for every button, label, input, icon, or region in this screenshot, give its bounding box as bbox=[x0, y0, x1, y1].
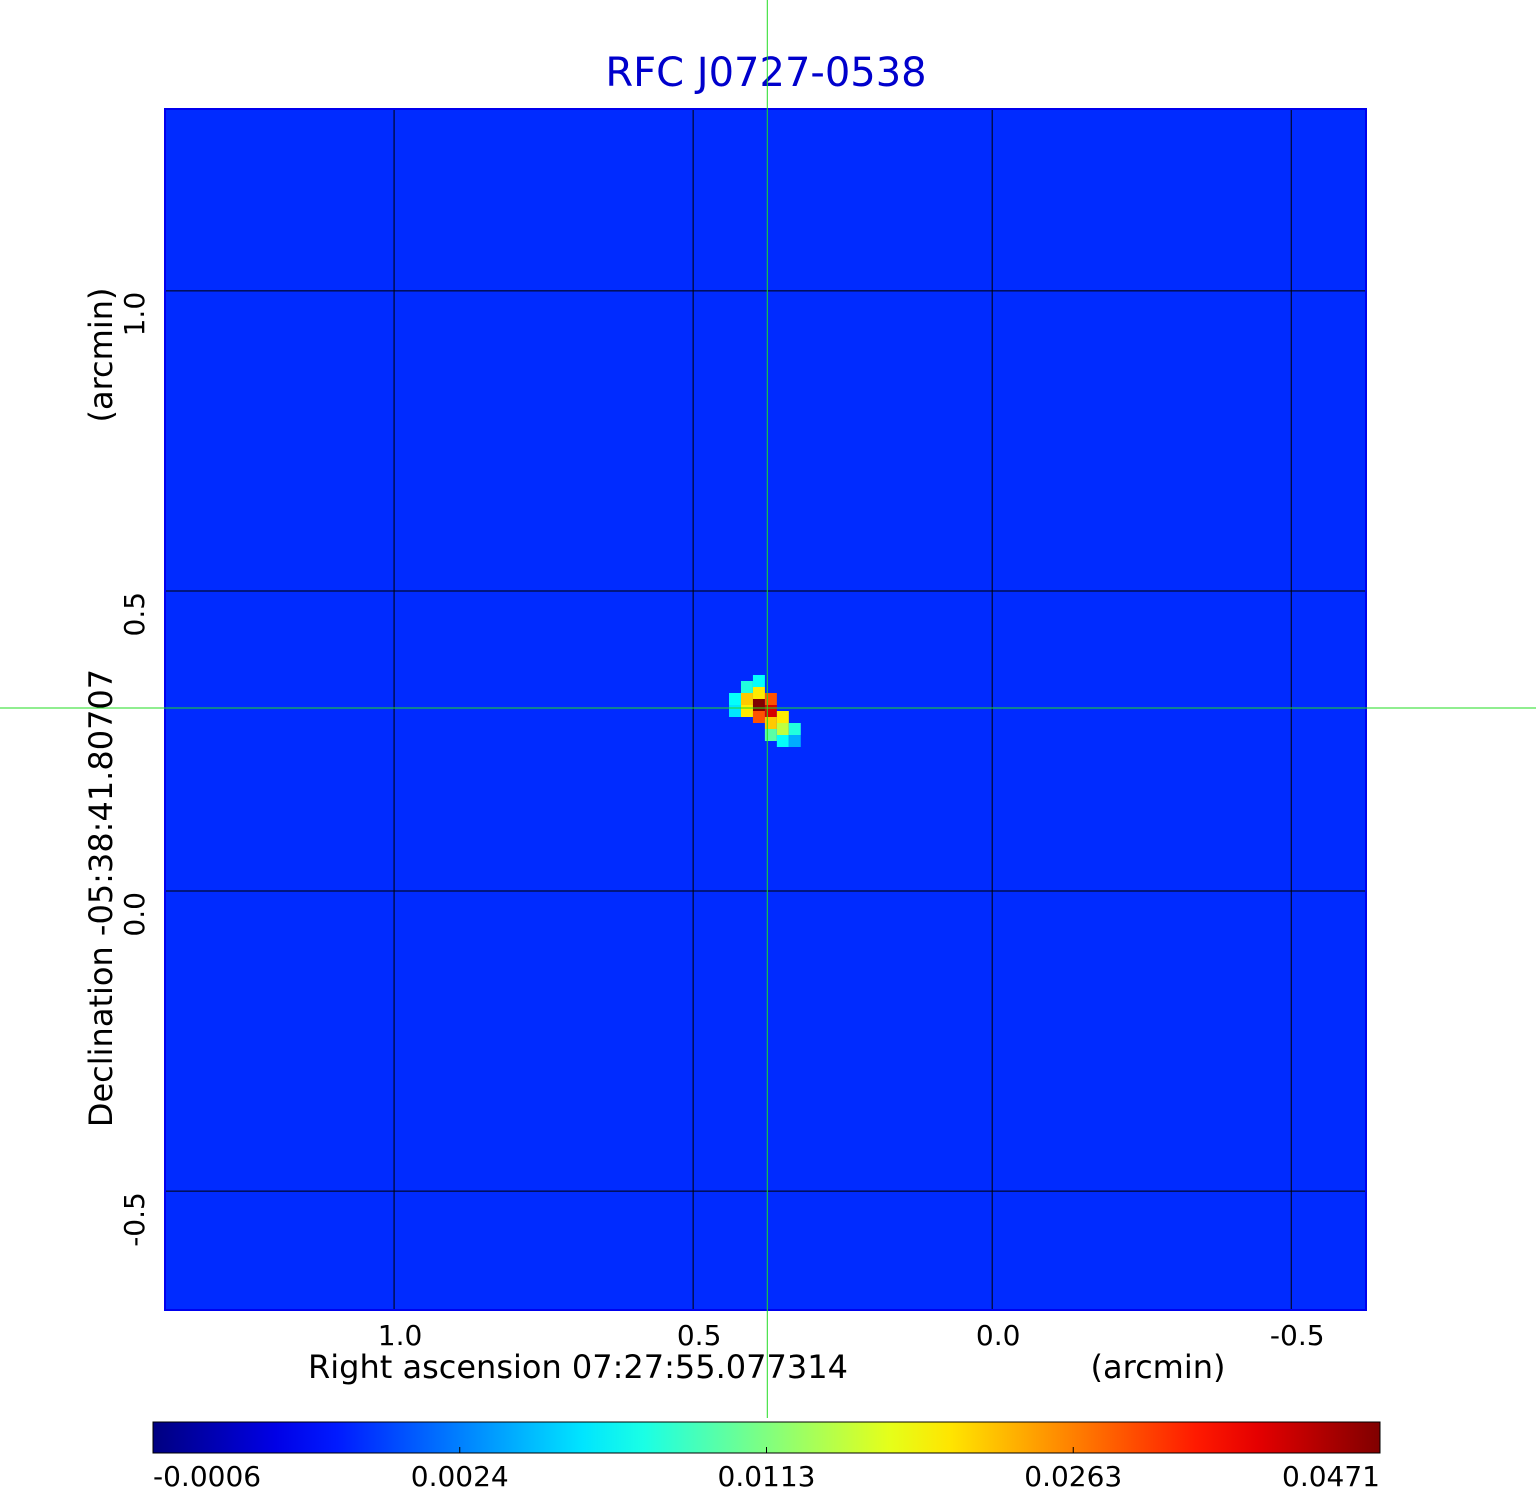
pixel bbox=[776, 711, 789, 724]
colorbar-tick-label: 0.0024 bbox=[411, 1460, 509, 1493]
pixel bbox=[776, 735, 789, 748]
y-tick-label: -0.5 bbox=[118, 1192, 151, 1247]
x-tick-label: 0.0 bbox=[976, 1319, 1021, 1352]
pixel bbox=[764, 729, 777, 742]
pixel bbox=[740, 704, 753, 718]
y-tick-label: 0.5 bbox=[118, 592, 151, 637]
colorbar-tick-label: 0.0113 bbox=[718, 1460, 816, 1493]
pixel bbox=[764, 692, 777, 705]
y-tick-label: 0.0 bbox=[118, 892, 151, 937]
colorbar-tick-label: -0.0006 bbox=[153, 1460, 261, 1493]
pixel bbox=[729, 704, 741, 718]
plot-border bbox=[164, 108, 1367, 1311]
x-tick-label: -0.5 bbox=[1270, 1319, 1325, 1352]
x-axis-unit: (arcmin) bbox=[1091, 1348, 1226, 1386]
pixel bbox=[752, 711, 765, 724]
y-tick-label: 1.0 bbox=[118, 292, 151, 337]
colorbar-tick-label: 0.0471 bbox=[1282, 1460, 1380, 1493]
x-tick-label: 0.5 bbox=[677, 1319, 722, 1352]
chart-title: RFC J0727-0538 bbox=[605, 50, 926, 96]
x-tick-label: 1.0 bbox=[378, 1319, 423, 1352]
pixel bbox=[776, 723, 789, 736]
pixel bbox=[752, 698, 765, 712]
pixel bbox=[752, 674, 765, 687]
pixel bbox=[729, 692, 741, 705]
pixel bbox=[788, 723, 801, 736]
y-axis-label: Declination -05:38:41.80707 bbox=[82, 669, 120, 1127]
pixel bbox=[752, 686, 765, 699]
colorbar-tick-label: 0.0263 bbox=[1024, 1460, 1122, 1493]
pixel bbox=[740, 692, 753, 705]
x-axis-label: Right ascension 07:27:55.077314 bbox=[308, 1348, 848, 1386]
pixel bbox=[740, 680, 753, 693]
y-axis-unit: (arcmin) bbox=[82, 288, 120, 423]
pixel bbox=[788, 735, 801, 748]
pixel bbox=[764, 704, 777, 718]
pixel bbox=[764, 717, 777, 730]
